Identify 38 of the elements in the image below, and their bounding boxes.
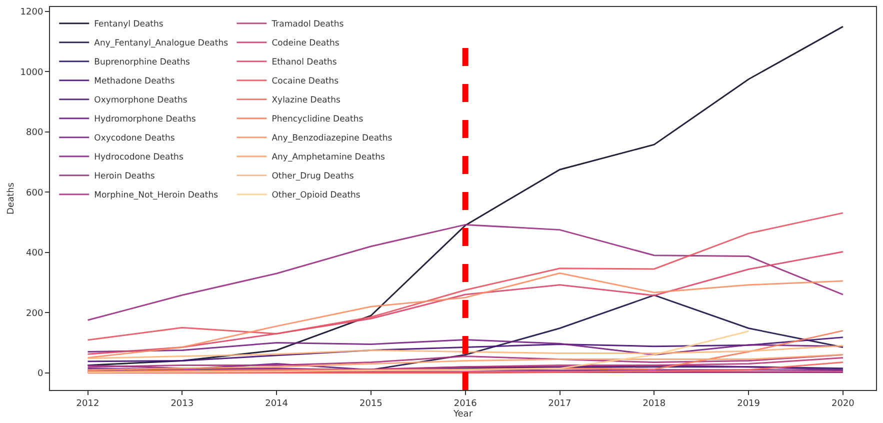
x-tick-label: 2019 <box>737 398 760 409</box>
legend-label: Oxycodone Deaths <box>94 134 176 144</box>
legend-label: Buprenorphine Deaths <box>94 58 191 68</box>
y-tick-label: 0 <box>37 368 44 379</box>
y-tick-label: 600 <box>26 188 44 198</box>
legend-label: Any_Fentanyl_Analogue Deaths <box>94 38 229 49</box>
legend-label: Other_Opioid Deaths <box>272 190 361 201</box>
legend-label: Codeine Deaths <box>272 38 340 49</box>
y-tick-label: 1000 <box>20 68 44 78</box>
legend-label: Hydrocodone Deaths <box>94 152 184 163</box>
x-tick-label: 2020 <box>832 398 855 409</box>
y-tick-label: 400 <box>26 248 44 259</box>
y-tick-label: 1200 <box>20 8 44 18</box>
legend-label: Fentanyl Deaths <box>94 20 164 30</box>
x-tick-label: 2014 <box>265 398 288 409</box>
legend-label: Tramadol Deaths <box>270 20 344 30</box>
legend-label: Heroin Deaths <box>94 172 156 182</box>
x-tick-label: 2012 <box>76 398 100 409</box>
x-tick-label: 2018 <box>642 398 666 409</box>
legend-label: Any_Amphetamine Deaths <box>272 152 386 163</box>
legend-label: Morphine_Not_Heroin Deaths <box>94 190 219 201</box>
legend-label: Phencyclidine Deaths <box>272 114 364 125</box>
x-tick-label: 2013 <box>170 398 194 409</box>
legend-label: Xylazine Deaths <box>272 96 341 106</box>
x-tick-label: 2016 <box>454 398 478 409</box>
x-tick-label: 2017 <box>548 398 572 409</box>
x-axis-title: Year <box>452 410 473 420</box>
legend-label: Methadone Deaths <box>94 76 176 87</box>
legend-label: Any_Benzodiazepine Deaths <box>272 134 393 144</box>
x-tick-label: 2015 <box>360 398 382 409</box>
legend-label: Cocaine Deaths <box>272 76 340 87</box>
legend-label: Hydromorphone Deaths <box>94 114 196 125</box>
legend-label: Oxymorphone Deaths <box>94 96 188 106</box>
legend-label: Other_Drug Deaths <box>272 172 354 182</box>
y-axis-title: Deaths <box>6 182 17 214</box>
y-tick-label: 800 <box>26 128 44 138</box>
y-tick-label: 200 <box>26 308 44 319</box>
legend-label: Ethanol Deaths <box>272 58 338 68</box>
